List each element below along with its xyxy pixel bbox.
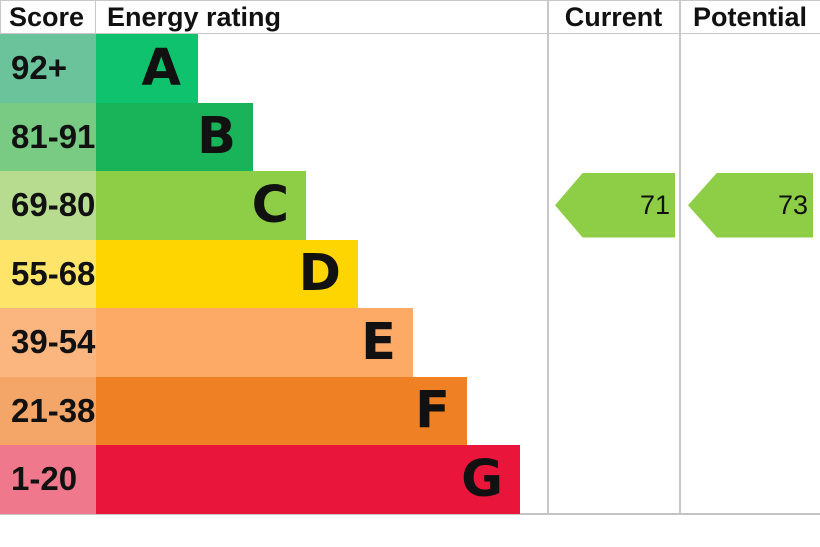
current-rating-arrow: 71 — [555, 173, 675, 238]
band-bar-a: A — [96, 34, 198, 103]
score-range-g: 1-20 — [0, 445, 96, 514]
header-potential: Potential — [692, 1, 807, 32]
score-range-b: 81-91 — [0, 102, 96, 171]
band-bar-g: G — [96, 445, 520, 514]
band-row-a: 92+ A — [0, 34, 820, 103]
band-row-f: 21-38 F — [0, 376, 820, 445]
potential-rating-arrow: 73 — [688, 173, 813, 238]
band-bar-d: D — [96, 239, 358, 308]
current-rating-value: 71 — [639, 189, 670, 220]
band-bar-c: C — [96, 171, 306, 240]
band-row-c: 69-80 C — [0, 171, 820, 240]
header-energy-rating: Energy rating — [107, 1, 282, 32]
potential-rating-value: 73 — [777, 189, 808, 220]
score-range-a: 92+ — [0, 34, 96, 103]
score-range-c: 69-80 — [0, 171, 96, 240]
epc-chart: Score Energy rating Current Potential 92… — [0, 0, 820, 515]
header-score: Score — [0, 1, 96, 33]
band-row-b: 81-91 B — [0, 102, 820, 171]
band-row-g: 1-20 G — [0, 445, 820, 514]
header-current: Current — [564, 1, 663, 32]
band-row-d: 55-68 D — [0, 239, 820, 308]
band-row-e: 39-54 E — [0, 308, 820, 377]
potential-column-divider — [679, 1, 681, 513]
current-column-divider — [547, 1, 549, 513]
band-bar-f: F — [96, 376, 467, 445]
score-range-e: 39-54 — [0, 308, 96, 377]
band-bar-b: B — [96, 102, 253, 171]
score-range-d: 55-68 — [0, 239, 96, 308]
band-bar-e: E — [96, 308, 413, 377]
header-row: Score Energy rating Current Potential — [0, 1, 820, 34]
score-range-f: 21-38 — [0, 376, 96, 445]
